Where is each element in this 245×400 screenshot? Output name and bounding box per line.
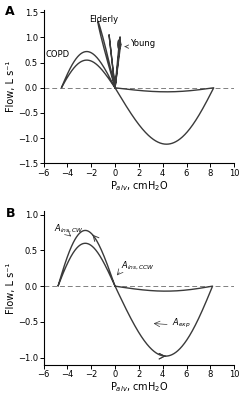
Y-axis label: Flow, L s⁻¹: Flow, L s⁻¹ <box>6 61 16 112</box>
X-axis label: P$_{alv}$, cmH$_2$O: P$_{alv}$, cmH$_2$O <box>110 179 168 193</box>
Text: A: A <box>5 5 15 18</box>
Text: COPD: COPD <box>46 50 70 58</box>
Text: $A_{ins,CW}$: $A_{ins,CW}$ <box>54 223 84 235</box>
Text: Elderly: Elderly <box>89 15 118 24</box>
X-axis label: P$_{alv}$, cmH$_2$O: P$_{alv}$, cmH$_2$O <box>110 381 168 394</box>
Text: Young: Young <box>125 39 156 48</box>
Text: B: B <box>5 206 15 220</box>
Text: $A_{ins,CCW}$: $A_{ins,CCW}$ <box>121 260 155 272</box>
Y-axis label: Flow, L s⁻¹: Flow, L s⁻¹ <box>6 262 16 314</box>
Text: $A_{exp}$: $A_{exp}$ <box>172 317 191 330</box>
